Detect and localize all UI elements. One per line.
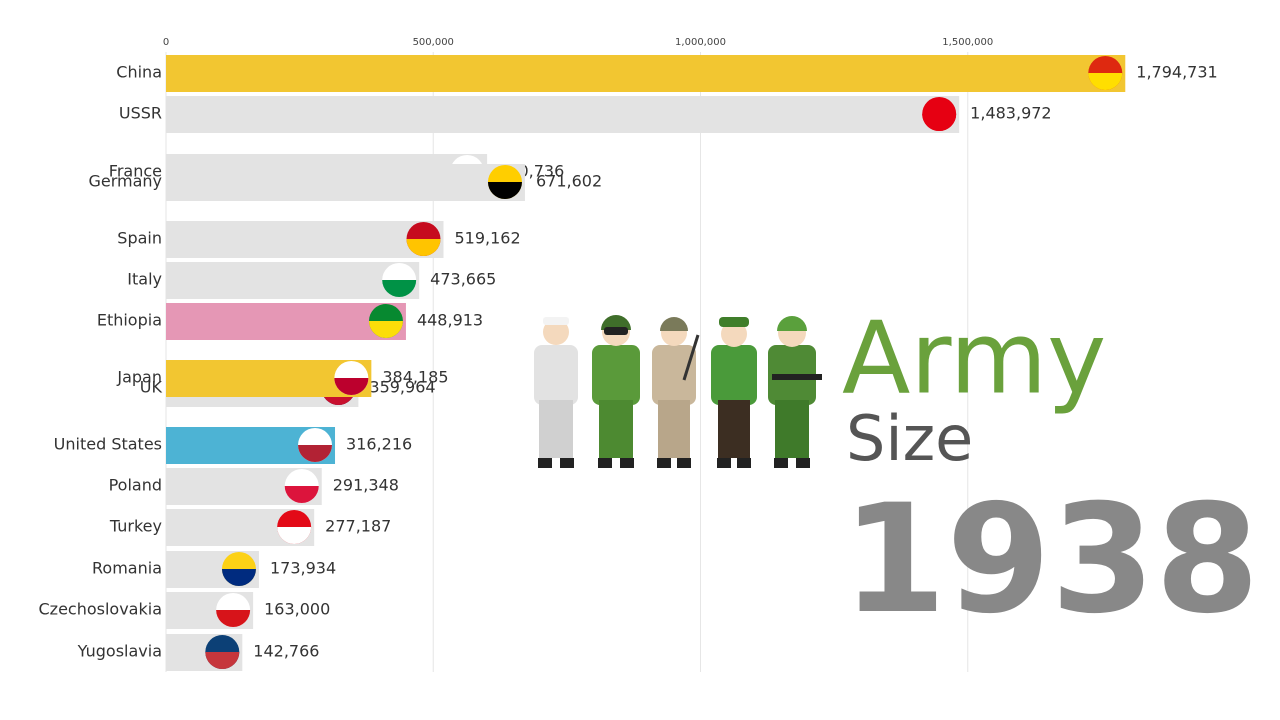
flag <box>382 280 417 297</box>
value-label: 173,934 <box>270 559 336 578</box>
category-label: France <box>109 162 162 181</box>
flag <box>221 569 256 586</box>
value-label: 163,000 <box>264 600 330 619</box>
value-label: 473,665 <box>430 270 496 289</box>
chart-title: Army <box>842 299 1106 416</box>
flag <box>368 321 403 338</box>
flag <box>1088 73 1123 90</box>
category-label: Spain <box>117 229 162 248</box>
x-tick-label: 500,000 <box>413 37 454 48</box>
soldier <box>711 317 757 468</box>
category-label: Japan <box>116 368 162 387</box>
bar <box>166 96 960 133</box>
x-tick-label: 1,500,000 <box>942 37 993 48</box>
bar <box>166 303 406 340</box>
value-label: 359,964 <box>369 378 435 397</box>
value-label: 316,216 <box>346 435 412 454</box>
category-label: Yugoslavia <box>77 642 162 661</box>
flag <box>277 527 312 544</box>
value-label: 384,185 <box>382 368 448 387</box>
category-label: Romania <box>92 559 162 578</box>
flag <box>406 239 441 256</box>
flag <box>334 378 369 395</box>
year-annotation: 1938 <box>842 473 1259 647</box>
flag <box>205 652 240 669</box>
flag <box>487 182 522 200</box>
value-label: 291,348 <box>333 476 399 495</box>
bar <box>166 164 525 201</box>
category-label: Turkey <box>109 517 162 536</box>
category-label: Ethiopia <box>97 311 162 330</box>
value-label: 277,187 <box>325 517 391 536</box>
value-label: 671,602 <box>536 172 602 191</box>
bar <box>166 221 444 258</box>
value-label: 1,483,972 <box>970 104 1051 123</box>
x-tick-label: 0 <box>163 37 169 48</box>
flag <box>216 610 251 627</box>
value-label: 1,794,731 <box>1136 63 1217 82</box>
category-label: UK <box>140 378 163 397</box>
value-label: 142,766 <box>253 642 319 661</box>
category-label: United States <box>54 435 162 454</box>
soldier <box>592 315 640 468</box>
flag <box>298 445 333 462</box>
value-label: 448,913 <box>417 311 483 330</box>
x-tick-label: 1,000,000 <box>675 37 726 48</box>
soldier <box>652 317 700 468</box>
bar <box>166 55 1126 92</box>
chart-subtitle: Size <box>846 402 973 475</box>
category-label: USSR <box>119 104 162 123</box>
soldier <box>768 316 822 468</box>
category-label: Poland <box>109 476 162 495</box>
soldiers-illustration <box>534 315 822 468</box>
category-label: Czechoslovakia <box>39 600 163 619</box>
soldier <box>534 317 578 468</box>
category-label: China <box>116 63 162 82</box>
flag <box>284 486 319 503</box>
bar <box>166 262 420 299</box>
flag <box>922 114 957 131</box>
value-label: 519,162 <box>454 229 520 248</box>
category-label: Italy <box>127 270 162 289</box>
category-label: Germany <box>88 172 162 191</box>
